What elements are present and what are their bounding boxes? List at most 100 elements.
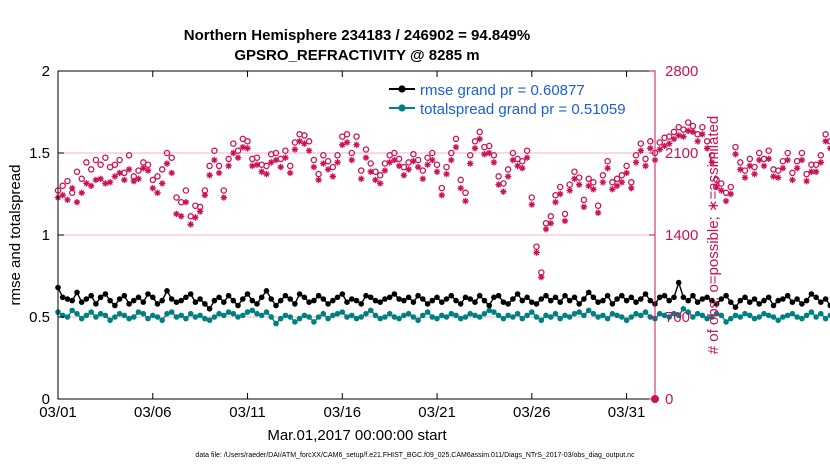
spread-point	[604, 315, 611, 322]
rmse-point	[140, 299, 147, 306]
possible-obs-point	[504, 166, 512, 173]
possible-obs-point	[556, 183, 564, 191]
possible-obs-point	[182, 187, 190, 194]
right-tick-label: 2800	[665, 63, 698, 80]
possible-obs-point	[665, 133, 673, 140]
rmse-point	[121, 292, 128, 299]
rmse-point	[789, 299, 796, 306]
assimilated-obs-point	[69, 184, 76, 192]
assimilated-obs-point	[490, 159, 498, 166]
possible-obs-point	[111, 161, 119, 168]
rmse-point	[581, 296, 587, 302]
possible-obs-point	[523, 147, 531, 154]
rmse-point	[372, 297, 379, 304]
assimilated-obs-point	[784, 156, 791, 164]
assimilated-obs-point	[789, 176, 796, 184]
possible-obs-point	[590, 179, 597, 186]
spread-point	[391, 314, 398, 320]
spread-point	[112, 314, 118, 320]
assimilated-obs-point	[64, 196, 71, 204]
x-tick-label: 03/31	[608, 404, 646, 421]
rmse-point	[448, 292, 455, 299]
possible-obs-point	[575, 174, 583, 181]
spread-point	[197, 312, 203, 319]
right-axis-label: # of obs: o=possible; ∗=assimilated	[705, 116, 722, 355]
legend: rmse grand pr = 0.60877 totalspread gran…	[389, 82, 626, 118]
rmse-point	[439, 299, 445, 306]
assimilated-obs-point	[206, 172, 213, 179]
possible-obs-point	[462, 189, 469, 197]
possible-obs-point	[419, 167, 427, 174]
spread-point	[680, 306, 687, 312]
spread-point	[747, 312, 753, 319]
possible-obs-point	[689, 122, 697, 130]
rmse-point	[173, 299, 180, 306]
spread-point	[628, 314, 635, 320]
possible-obs-point	[87, 166, 95, 173]
possible-obs-point	[793, 157, 801, 165]
assimilated-obs-point	[751, 170, 758, 178]
spread-point	[116, 310, 123, 317]
possible-obs-point	[599, 172, 607, 179]
spread-point	[443, 314, 450, 320]
rmse-point	[827, 302, 830, 309]
rmse-point	[358, 301, 365, 307]
rmse-point	[609, 301, 616, 307]
assimilated-obs-point	[737, 166, 744, 173]
assimilated-obs-point	[452, 143, 460, 151]
rmse-point	[548, 297, 554, 304]
assimilated-obs-point	[395, 162, 403, 170]
spread-point	[386, 310, 393, 317]
spread-point	[254, 310, 260, 317]
assimilated-obs-point	[263, 170, 270, 178]
rmse-point	[505, 301, 511, 307]
rmse-point	[244, 291, 251, 297]
assimilated-obs-point	[680, 133, 687, 140]
right-axis-ticks: 0 700 1400 2100 2800	[649, 63, 698, 408]
assimilated-obs-point	[632, 159, 640, 166]
rmse-point	[486, 302, 493, 309]
possible-obs-point	[102, 154, 109, 161]
assimilated-obs-point	[362, 154, 370, 161]
spread-point	[557, 315, 563, 322]
spread-point	[83, 312, 90, 319]
assimilated-obs-point	[73, 199, 81, 206]
assimilated-obs-point	[154, 189, 161, 197]
rmse-point	[116, 296, 123, 302]
spread-point	[600, 312, 606, 319]
possible-obs-point	[282, 147, 289, 154]
assimilated-obs-point	[291, 146, 299, 153]
possible-obs-point	[367, 160, 374, 167]
spread-point	[202, 315, 208, 322]
assimilated-obs-point	[258, 168, 265, 175]
possible-obs-point	[410, 150, 417, 158]
spread-point	[500, 315, 507, 322]
spread-point	[799, 315, 805, 322]
rmse-point	[633, 299, 639, 306]
possible-obs-point	[680, 126, 687, 133]
rmse-point	[97, 294, 104, 301]
spread-point	[330, 312, 336, 319]
spread-point	[296, 315, 303, 322]
assimilated-obs-point	[703, 145, 711, 152]
assimilated-obs-point	[272, 156, 280, 164]
assimilated-obs-point	[329, 173, 337, 180]
spread-point	[713, 310, 720, 317]
rmse-point	[59, 294, 66, 301]
rmse-point	[88, 292, 94, 299]
spread-point	[566, 314, 573, 320]
possible-obs-point	[438, 184, 446, 192]
assimilated-obs-point	[732, 150, 739, 158]
spread-point	[424, 309, 431, 315]
rmse-point	[211, 297, 218, 304]
spread-point	[334, 310, 341, 317]
spread-point	[614, 312, 620, 319]
assimilated-obs-point	[315, 176, 322, 184]
spread-point	[420, 312, 426, 319]
rmse-point	[671, 294, 677, 301]
possible-obs-point	[310, 156, 318, 164]
assimilated-obs-point	[485, 149, 493, 157]
assimilated-obs-point	[405, 166, 412, 173]
possible-obs-point	[253, 154, 261, 161]
rmse-point	[154, 301, 161, 307]
